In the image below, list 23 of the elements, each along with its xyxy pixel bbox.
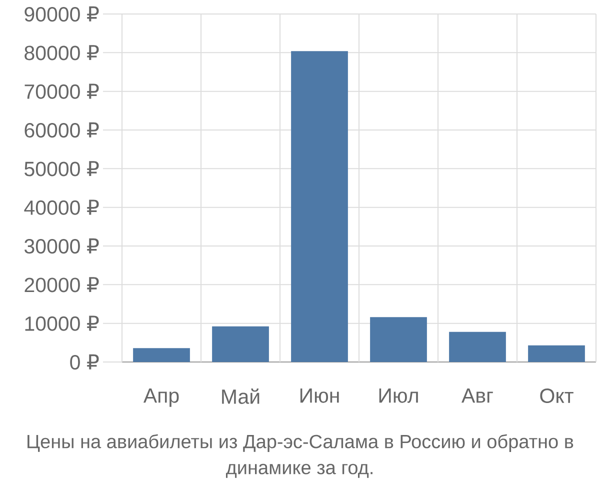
y-tick-label: 90000 ₽ xyxy=(24,6,99,22)
y-tick-label: 20000 ₽ xyxy=(24,277,99,292)
x-tick-label: Авг xyxy=(462,388,493,403)
y-tick-label: 30000 ₽ xyxy=(24,238,99,254)
x-tick-label: Июл xyxy=(379,388,418,403)
bar xyxy=(528,345,585,362)
y-tick-label: 80000 ₽ xyxy=(24,45,99,60)
y-tick-label: 40000 ₽ xyxy=(24,200,99,215)
x-tick-label: Апр xyxy=(143,388,179,407)
y-tick-label: 10000 ₽ xyxy=(25,316,99,331)
x-tick-label: Май xyxy=(222,388,260,404)
y-tick-label: 60000 ₽ xyxy=(24,122,99,138)
bar xyxy=(212,326,269,362)
bar xyxy=(370,317,427,362)
bar xyxy=(291,51,348,362)
x-tick-label: Окт xyxy=(540,388,574,404)
bar xyxy=(133,348,190,362)
y-tick-label: 0 ₽ xyxy=(70,354,99,370)
y-tick-label: 50000 ₽ xyxy=(24,161,99,176)
y-tick-label: 70000 ₽ xyxy=(24,84,99,99)
x-tick-label: Июн xyxy=(300,388,339,403)
bar xyxy=(449,332,506,362)
text: Цены на авиабилеты из Дар-эс-Салама в Россию и обратно в динамике за год. xyxy=(28,434,574,478)
